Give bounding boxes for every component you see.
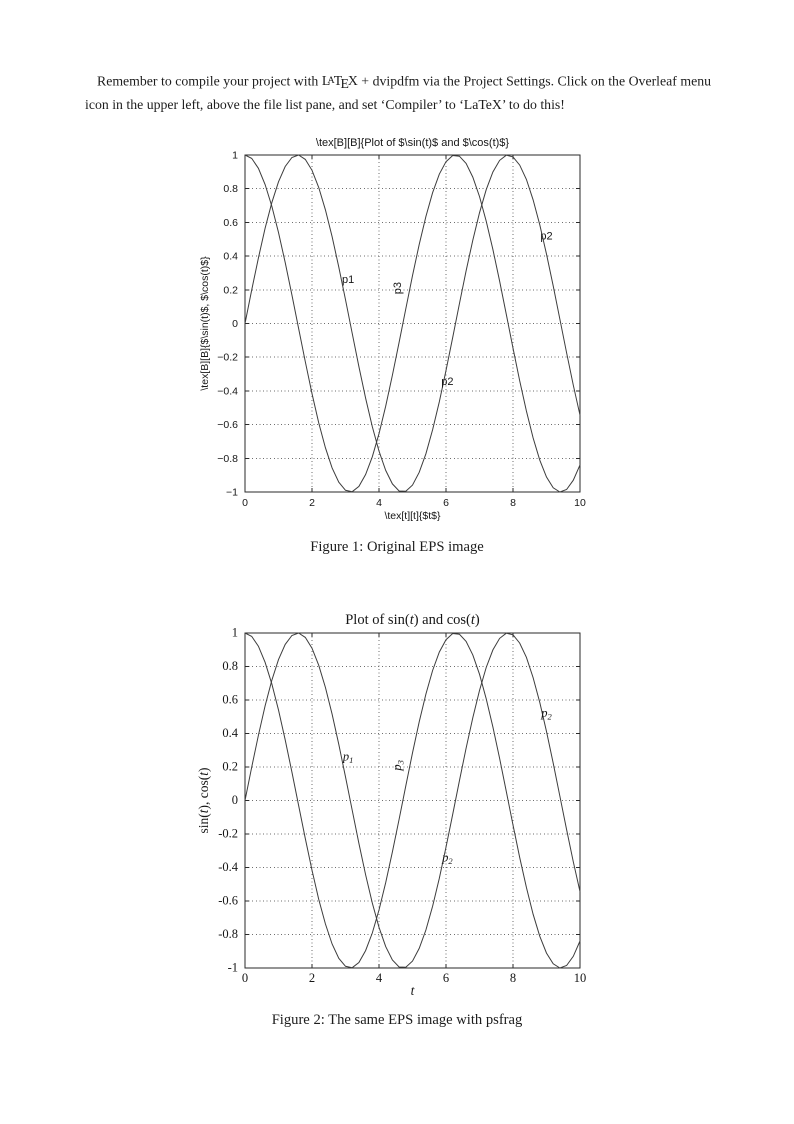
figure-1-caption: Figure 1: Original EPS image: [310, 539, 484, 555]
y-tick-label: -0.2: [218, 827, 238, 841]
x-tick-label: 2: [309, 497, 315, 509]
y-tick-label: 0: [232, 793, 238, 807]
y-tick-label: 0.6: [222, 693, 238, 707]
annotation-p2: p2: [540, 706, 552, 722]
curve-cos(t): [244, 154, 581, 493]
gridlines: [245, 155, 580, 492]
latex-logo-l: L: [321, 73, 331, 89]
curve-sin(t): [244, 154, 581, 492]
y-tick-label: −0.4: [217, 385, 238, 397]
figure-2-caption: Figure 2: The same EPS image with psfrag: [271, 1012, 523, 1028]
y-tick-label: -1: [228, 961, 238, 975]
y-tick-label: 0.8: [223, 183, 238, 195]
chart-title: Plot of sin(t) and cos(t): [345, 612, 480, 628]
x-tick-label: 4: [376, 971, 383, 985]
y-tick-label: 1: [232, 150, 238, 162]
x-tick-label: 4: [376, 497, 382, 509]
x-tick-label: 6: [443, 971, 449, 985]
annotation-p3: p3: [392, 282, 404, 294]
y-tick-label: 0.2: [223, 284, 238, 296]
intro-text-before: Remember to compile your project with: [97, 73, 322, 89]
tick-marks: [244, 154, 581, 493]
figure-1-eps-plot: 0 2 4 6 8 10 1 0.8 0.6 0.4 0.2 0 −0.2 −0.4 −0.6 −0.8 −1 \…: [199, 137, 586, 522]
latex-logo-a: A: [327, 75, 335, 86]
x-tick-label: 0: [242, 497, 248, 509]
intro-paragraph: Remember to compile your project with LA…: [85, 71, 711, 115]
annotation-p2: p2: [540, 230, 552, 242]
y-tick-label: −0.2: [217, 352, 238, 364]
latex-logo-e: E: [340, 76, 349, 92]
y-tick-label: 1: [232, 626, 238, 640]
gridlines: [245, 633, 580, 968]
y-tick-label: 0.4: [223, 251, 238, 263]
figure-2-psfrag-plot: 0 2 4 6 8 10 1 0.8 0.6 0.4 0.2 0 -0.2 -0.4 -0.6 -0.8 -1 P…: [196, 612, 587, 998]
latex-logo-t: T: [333, 73, 343, 89]
tick-marks: [244, 632, 581, 969]
annotation-p2: p2: [441, 851, 453, 867]
x-tick-label: 2: [309, 971, 315, 985]
x-tick-label: 10: [574, 497, 586, 509]
latex-logo: LATEX: [321, 73, 358, 92]
y-tick-label: -0.8: [218, 927, 238, 941]
latex-logo-x: X: [347, 73, 358, 89]
y-axis-label: sin(t), cos(t): [196, 767, 211, 833]
y-tick-label: -0.4: [218, 860, 239, 874]
y-tick-label: −0.6: [217, 419, 238, 431]
annotation-p1: p1: [342, 274, 354, 286]
x-tick-label: 6: [443, 497, 449, 509]
y-tick-label: 0.6: [223, 217, 238, 229]
curve-cos(t): [244, 632, 581, 969]
x-tick-label: 8: [510, 971, 516, 985]
y-tick-label: -0.6: [218, 894, 238, 908]
intro-text-after: + dvipdfm via the Project Settings. Clic…: [85, 73, 711, 112]
y-tick-label: 0.8: [222, 659, 238, 673]
annotation-p2: p2: [441, 376, 453, 388]
y-tick-label: 0.2: [222, 760, 238, 774]
x-axis-label: \tex[t][t]{$t$}: [384, 510, 441, 522]
x-tick-label: 10: [574, 971, 587, 985]
y-tick-label: −1: [226, 487, 238, 499]
x-tick-label: 8: [510, 497, 516, 509]
y-axis-label: \tex[B][B]{$\sin(t)$, $\cos(t)$}: [199, 256, 211, 391]
x-axis-label: t: [411, 983, 416, 998]
y-tick-label: 0.4: [222, 726, 238, 740]
annotation-p1: p1: [342, 749, 354, 765]
annotation-p3: p3: [390, 760, 406, 772]
chart-title: \tex[B][B]{Plot of $\sin(t)$ and $\cos(t…: [316, 137, 510, 149]
y-tick-label: 0: [232, 318, 238, 330]
x-tick-label: 0: [242, 971, 248, 985]
curve-sin(t): [244, 632, 581, 968]
y-tick-label: −0.8: [217, 453, 238, 465]
